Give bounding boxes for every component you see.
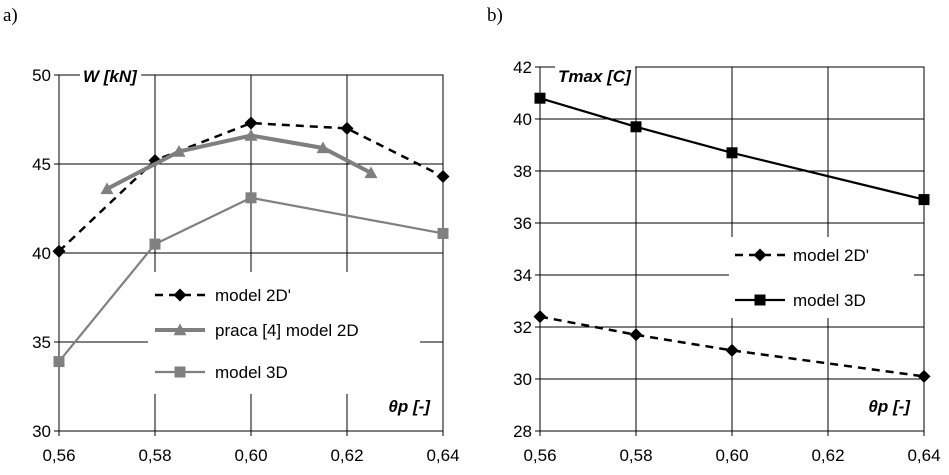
y-tick-label: 34 xyxy=(513,266,532,285)
series-2 xyxy=(534,92,930,206)
y-tick-label: 40 xyxy=(513,110,532,129)
legend-label: model 2D' xyxy=(793,246,869,265)
data-point xyxy=(100,182,114,195)
axis-title-background xyxy=(555,66,636,87)
y-tick-label: 30 xyxy=(32,422,51,441)
series-1 xyxy=(533,310,931,383)
data-point xyxy=(52,244,66,258)
legend: model 2D' model 3D xyxy=(729,237,914,318)
legend-background xyxy=(148,272,420,394)
y-tick-label: 35 xyxy=(32,333,51,352)
legend-marker xyxy=(754,294,766,306)
data-point xyxy=(917,369,931,383)
y-tick-label: 38 xyxy=(513,162,532,181)
data-point xyxy=(316,141,330,154)
data-point xyxy=(244,116,258,130)
x-axis-title: θp [-] xyxy=(868,397,911,416)
series-line xyxy=(58,196,444,363)
axis-title-background xyxy=(80,66,142,87)
data-point xyxy=(436,169,450,183)
x-tick-label: 0,62 xyxy=(811,446,844,465)
data-point xyxy=(726,147,738,159)
y-tick-label: 28 xyxy=(513,422,532,441)
x-tick-label: 0,56 xyxy=(42,446,75,465)
series-line xyxy=(539,315,925,378)
x-axis-title: θp [-] xyxy=(388,397,431,416)
series-line xyxy=(58,121,444,253)
x-tick-label: 0,60 xyxy=(234,446,267,465)
data-point xyxy=(245,192,257,204)
data-point xyxy=(534,92,546,104)
panel-label: b) xyxy=(487,5,503,26)
y-tick-label: 30 xyxy=(513,370,532,389)
x-tick-label: 0,62 xyxy=(330,446,363,465)
y-tick-label: 50 xyxy=(32,66,51,85)
x-tick-label: 0,64 xyxy=(426,446,459,465)
data-point xyxy=(53,356,65,368)
data-point xyxy=(725,343,739,357)
legend: model 2D' praca [4] model 2D model 3D xyxy=(148,272,420,394)
x-tick-label: 0,58 xyxy=(138,446,171,465)
panel-label: a) xyxy=(3,5,18,26)
data-point xyxy=(918,194,930,206)
y-tick-label: 45 xyxy=(32,155,51,174)
y-tick-label: 40 xyxy=(32,244,51,263)
legend-marker xyxy=(753,248,767,262)
y-tick-label: 36 xyxy=(513,214,532,233)
chart-panel-b: b) 0,56 0,58 0,60 0,62 0,64 28 30 32 34 36 38 40 42 Tm… xyxy=(487,5,941,465)
series-3 xyxy=(53,192,449,368)
x-tick-label: 0,58 xyxy=(619,446,652,465)
axis-title-background xyxy=(865,396,915,417)
y-axis-title: Tmax [C] xyxy=(558,67,632,86)
data-point xyxy=(149,238,161,250)
legend-label: praca [4] model 2D xyxy=(215,321,359,340)
x-tick-label: 0,60 xyxy=(715,446,748,465)
data-point xyxy=(340,121,354,135)
chart-panel-a: a) 0,56 0,58 0,60 0,62 0,64 30 35 40 45 50 W [kN] θp… xyxy=(3,5,460,465)
legend-label: model 3D xyxy=(793,291,866,310)
data-point xyxy=(630,121,642,133)
legend-label: model 2D' xyxy=(215,286,291,305)
series-2 xyxy=(100,129,378,195)
legend-marker xyxy=(174,366,186,378)
data-point xyxy=(364,166,378,179)
series-line xyxy=(539,97,925,201)
data-point xyxy=(437,227,449,239)
data-point xyxy=(244,129,258,141)
legend-label: model 3D xyxy=(215,363,288,382)
data-point xyxy=(629,328,643,342)
y-tick-label: 42 xyxy=(513,58,532,77)
data-point xyxy=(172,145,186,157)
x-tick-label: 0,56 xyxy=(523,446,556,465)
data-point xyxy=(533,310,547,324)
legend-marker xyxy=(173,288,187,302)
axis-title-background xyxy=(385,396,435,417)
series-line xyxy=(106,133,372,191)
y-axis-title: W [kN] xyxy=(83,67,138,86)
legend-marker xyxy=(173,323,187,336)
y-tick-label: 32 xyxy=(513,318,532,337)
x-tick-label: 0,64 xyxy=(907,446,940,465)
